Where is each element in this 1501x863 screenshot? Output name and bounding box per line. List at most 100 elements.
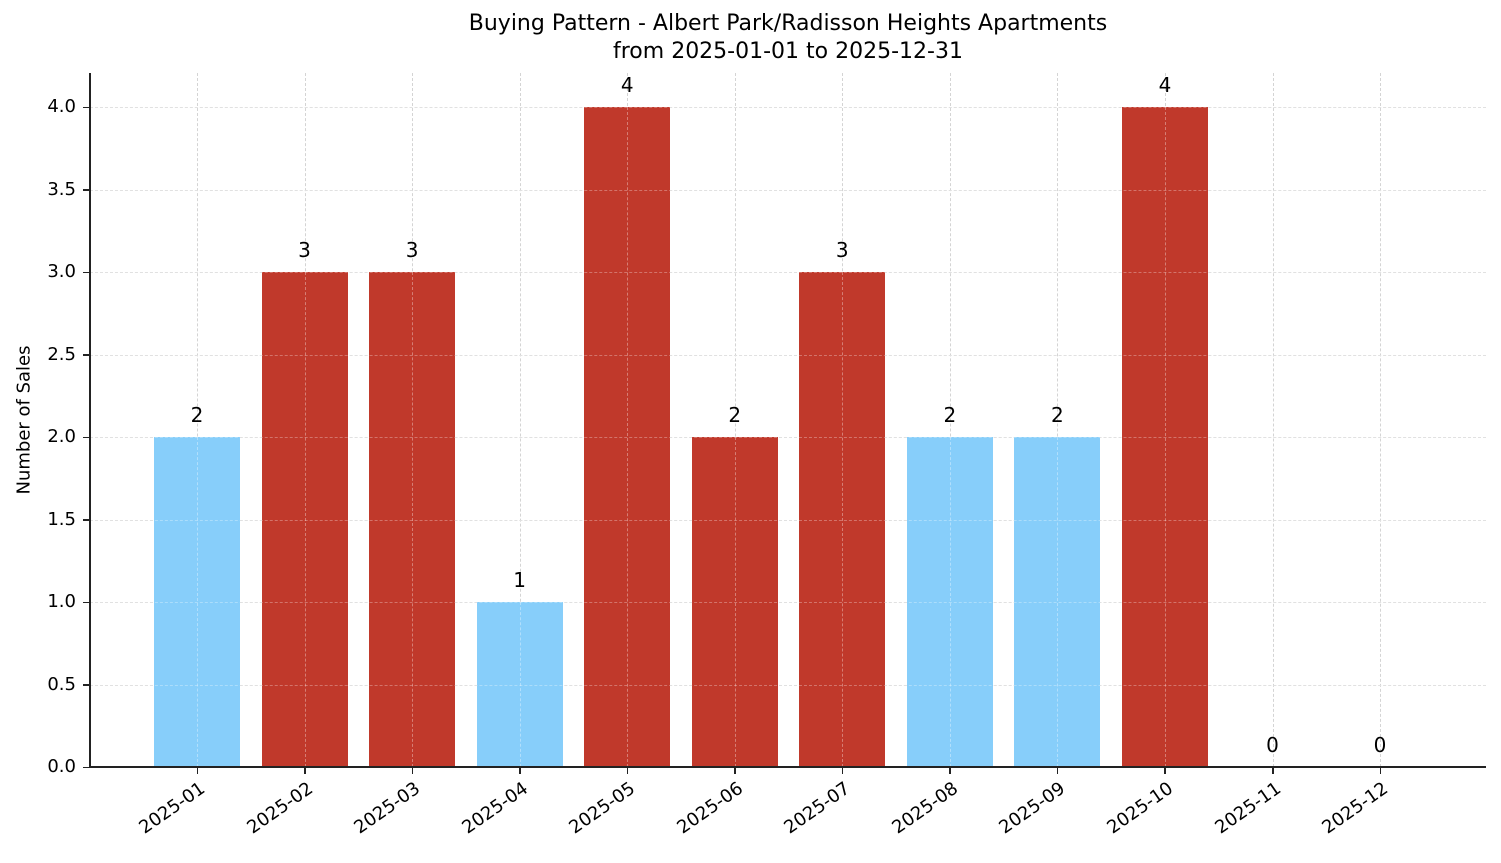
x-tick-label: 2025-01 [135, 778, 210, 839]
bar-2025-08 [906, 437, 993, 767]
y-tick-label: 1.0 [47, 591, 76, 612]
y-tick-label: 4.0 [47, 96, 76, 117]
y-tick-label: 2.5 [47, 343, 76, 365]
h-gridline-overlay [90, 437, 1486, 438]
bar-grid-overlay [734, 437, 736, 767]
y-tick-mark [83, 684, 89, 686]
bar-value-label: 4 [1158, 73, 1172, 97]
bar-2025-04 [476, 602, 563, 767]
h-gridline-overlay [90, 107, 1486, 108]
y-tick-label: 3.5 [47, 178, 76, 200]
y-tick-mark [83, 436, 89, 438]
h-gridline [90, 272, 1486, 273]
y-axis-line [89, 73, 91, 768]
y-tick-mark [83, 766, 89, 768]
bar-value-label: 4 [620, 73, 634, 97]
bar-value-label: 2 [190, 403, 204, 427]
x-tick-label: 2025-08 [888, 778, 962, 839]
bar-2025-07 [799, 272, 886, 767]
x-tick-mark [841, 768, 844, 774]
x-tick-mark [196, 768, 198, 774]
v-gridline [519, 73, 521, 767]
v-gridline [734, 73, 736, 767]
x-tick-label: 2025-11 [1210, 778, 1285, 839]
bar-2025-03 [369, 272, 456, 767]
chart-subtitle: from 2025-01-01 to 2025-12-31 [613, 39, 963, 64]
h-gridline-overlay [90, 354, 1486, 356]
v-gridline [1057, 73, 1059, 767]
h-gridline-overlay [90, 272, 1486, 273]
bar-2025-01 [154, 437, 240, 767]
h-gridline [90, 354, 1486, 356]
x-tick-mark [519, 768, 521, 774]
bar-grid-overlay [1057, 437, 1059, 767]
y-tick-mark [83, 106, 89, 108]
bar-2025-09 [1014, 437, 1101, 767]
x-tick-mark [734, 768, 736, 774]
chart-title-line1: Buying Pattern - Albert Park/Radisson He… [468, 11, 1108, 36]
h-gridline [90, 189, 1486, 191]
bar-grid-overlay [1164, 107, 1166, 767]
x-tick-label: 2025-10 [1103, 778, 1177, 839]
x-tick-label: 2025-03 [350, 778, 425, 839]
bar-2025-02 [261, 272, 348, 767]
bar-2025-06 [691, 437, 778, 767]
bar-grid-overlay [627, 107, 629, 767]
h-gridline-overlay [90, 189, 1486, 191]
bar-value-label: 3 [835, 238, 849, 262]
bar-value-label: 2 [728, 403, 742, 427]
h-gridline-overlay [90, 519, 1486, 521]
y-tick-mark [83, 519, 89, 521]
y-tick-label: 1.5 [47, 508, 76, 530]
bar-grid-overlay [304, 272, 306, 767]
bar-grid-overlay [519, 602, 521, 767]
bar-value-label: 3 [405, 238, 419, 262]
y-tick-mark [83, 354, 89, 356]
h-gridline-overlay [90, 602, 1486, 603]
bar-value-label: 3 [298, 238, 311, 262]
y-tick-mark [83, 271, 89, 273]
x-tick-label: 2025-12 [1318, 778, 1393, 839]
x-tick-mark [304, 768, 306, 774]
y-tick-label: 0.0 [47, 756, 76, 777]
x-tick-mark [1379, 768, 1382, 774]
h-gridline-overlay [90, 684, 1486, 686]
y-tick-mark [83, 601, 89, 603]
x-tick-label: 2025-04 [458, 778, 532, 839]
x-tick-label: 2025-09 [995, 778, 1070, 839]
x-tick-mark [949, 768, 951, 774]
x-tick-label: 2025-07 [780, 778, 855, 839]
y-tick-label: 2.0 [47, 426, 76, 447]
x-tick-mark [626, 768, 629, 774]
h-gridline [90, 437, 1486, 438]
x-tick-mark [1272, 768, 1274, 774]
bar-value-label: 0 [1373, 733, 1387, 757]
y-tick-label: 0.5 [47, 673, 76, 695]
bar-2025-05 [584, 107, 671, 767]
h-gridline [90, 684, 1486, 686]
h-gridline [90, 519, 1486, 521]
x-tick-label: 2025-06 [673, 778, 747, 839]
h-gridline [90, 602, 1486, 603]
v-gridline [949, 73, 951, 767]
x-tick-mark [1056, 768, 1059, 774]
bar-value-label: 1 [513, 568, 526, 592]
v-gridline [1380, 73, 1382, 767]
y-axis-title: Number of Sales [13, 345, 35, 495]
bar-value-label: 2 [1051, 403, 1064, 427]
bar-grid-overlay [949, 437, 951, 767]
v-gridline [197, 73, 198, 767]
x-tick-label: 2025-02 [242, 778, 317, 839]
x-tick-mark [1164, 768, 1166, 774]
h-gridline [90, 107, 1486, 108]
bar-2025-10 [1121, 107, 1208, 767]
bar-grid-overlay [197, 437, 198, 767]
x-axis-line [89, 766, 1486, 768]
v-gridline [1272, 73, 1274, 767]
x-tick-mark [411, 768, 414, 774]
bar-value-label: 2 [943, 403, 957, 427]
chart-title: Buying Pattern - Albert Park/Radisson He… [0, 10, 1501, 66]
y-tick-label: 3.0 [47, 261, 76, 282]
x-tick-label: 2025-05 [565, 778, 640, 839]
bar-grid-overlay [412, 272, 414, 767]
